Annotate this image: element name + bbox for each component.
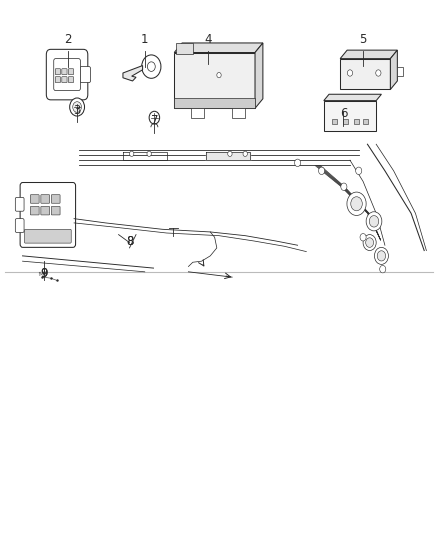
Circle shape — [376, 70, 381, 76]
FancyBboxPatch shape — [30, 206, 39, 215]
Bar — [340, 59, 390, 90]
FancyBboxPatch shape — [30, 195, 39, 203]
Circle shape — [147, 151, 151, 157]
Polygon shape — [324, 94, 381, 101]
FancyBboxPatch shape — [51, 195, 60, 203]
Circle shape — [351, 197, 362, 211]
FancyBboxPatch shape — [51, 206, 60, 215]
FancyBboxPatch shape — [68, 69, 74, 75]
Circle shape — [243, 151, 247, 157]
FancyBboxPatch shape — [55, 69, 60, 75]
Bar — [174, 53, 255, 108]
Circle shape — [149, 111, 159, 124]
Circle shape — [366, 212, 382, 231]
Text: 5: 5 — [360, 33, 367, 46]
FancyBboxPatch shape — [41, 206, 49, 215]
FancyBboxPatch shape — [68, 77, 74, 83]
Bar — [354, 119, 359, 124]
FancyBboxPatch shape — [20, 182, 76, 247]
Circle shape — [377, 251, 385, 261]
Text: 8: 8 — [126, 235, 133, 248]
Circle shape — [347, 70, 353, 76]
Circle shape — [73, 102, 81, 112]
Text: 4: 4 — [205, 33, 212, 46]
FancyBboxPatch shape — [80, 67, 90, 83]
Circle shape — [228, 151, 232, 157]
Bar — [397, 67, 403, 76]
Circle shape — [318, 167, 325, 174]
Circle shape — [130, 151, 134, 157]
FancyBboxPatch shape — [15, 219, 24, 232]
Bar — [177, 43, 193, 54]
FancyBboxPatch shape — [25, 229, 71, 243]
Text: 7: 7 — [151, 114, 158, 127]
FancyBboxPatch shape — [55, 77, 60, 83]
Circle shape — [341, 183, 347, 190]
Bar — [324, 101, 376, 132]
Circle shape — [363, 235, 376, 251]
Circle shape — [380, 265, 386, 273]
Bar — [174, 98, 255, 108]
Text: 9: 9 — [41, 267, 48, 280]
Bar — [232, 108, 245, 118]
Polygon shape — [174, 43, 263, 53]
Circle shape — [217, 72, 221, 78]
Text: 6: 6 — [340, 107, 347, 120]
FancyBboxPatch shape — [15, 197, 24, 211]
FancyBboxPatch shape — [46, 50, 88, 100]
Polygon shape — [255, 43, 263, 108]
Text: 1: 1 — [141, 33, 148, 46]
FancyBboxPatch shape — [54, 59, 81, 91]
Polygon shape — [340, 50, 397, 59]
Text: M0: M0 — [38, 271, 47, 277]
Circle shape — [148, 62, 155, 71]
Bar — [332, 119, 337, 124]
Circle shape — [70, 98, 85, 116]
Text: 2: 2 — [65, 33, 72, 46]
Polygon shape — [206, 152, 250, 160]
Circle shape — [360, 233, 366, 241]
FancyBboxPatch shape — [41, 195, 49, 203]
Circle shape — [374, 247, 389, 264]
Polygon shape — [390, 50, 397, 90]
Text: 9: 9 — [41, 267, 48, 280]
Circle shape — [294, 159, 300, 166]
Circle shape — [369, 215, 379, 227]
Bar — [191, 108, 204, 118]
FancyBboxPatch shape — [62, 69, 67, 75]
Circle shape — [142, 55, 161, 78]
Circle shape — [366, 238, 374, 247]
Bar — [343, 119, 348, 124]
Text: 8: 8 — [126, 235, 133, 248]
FancyBboxPatch shape — [62, 77, 67, 83]
Bar — [363, 119, 368, 124]
Circle shape — [347, 192, 366, 215]
Text: 3: 3 — [74, 103, 81, 117]
Polygon shape — [123, 66, 143, 81]
Circle shape — [356, 167, 362, 174]
